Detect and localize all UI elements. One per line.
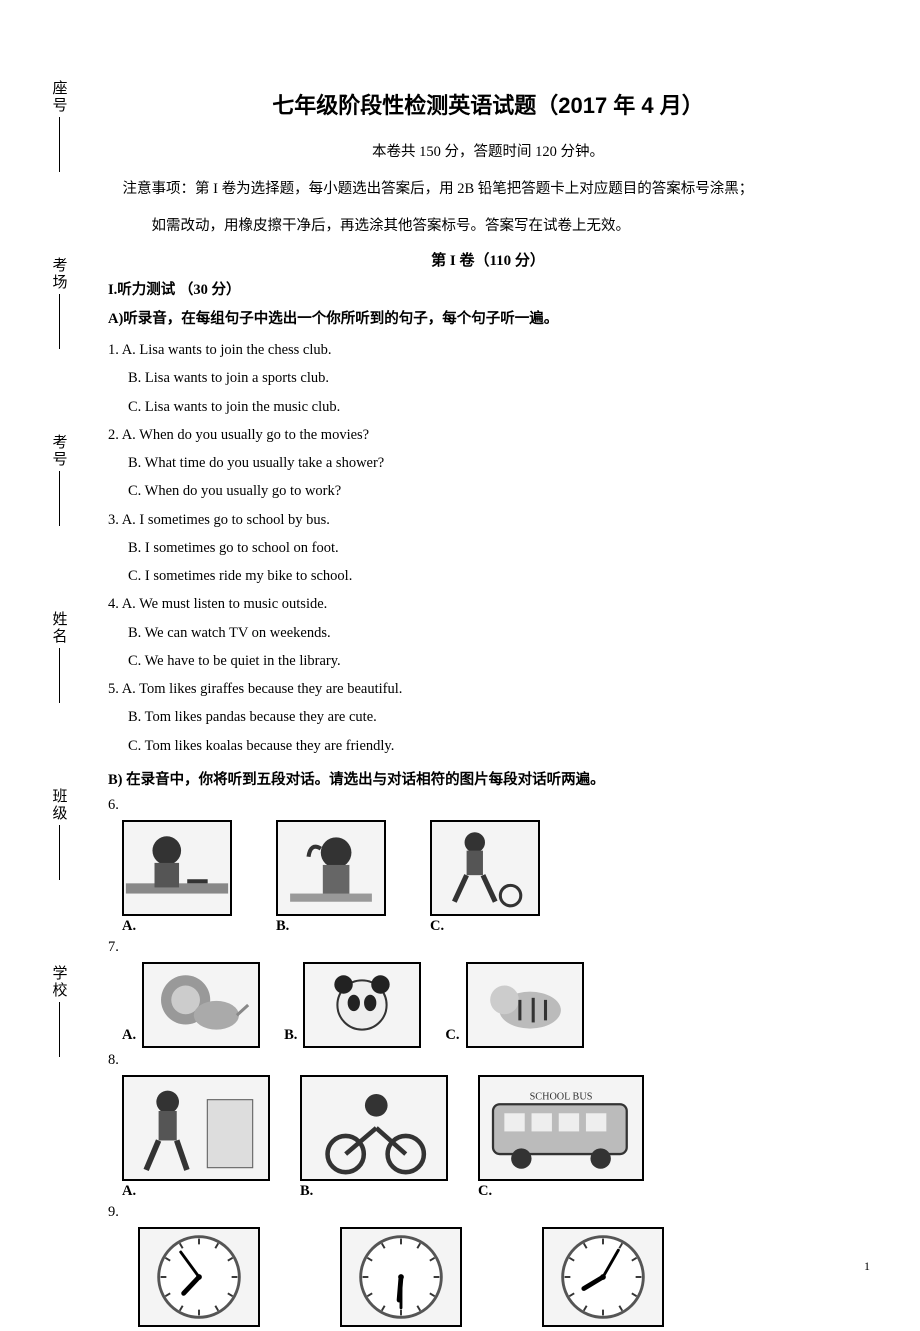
exam-subtitle: 本卷共 150 分，答题时间 120 分钟。 [108, 140, 868, 161]
opt-label: C. [430, 918, 444, 935]
side-underline [59, 825, 60, 880]
opt-c: C. Lisa wants to join the music club. [108, 393, 868, 421]
qnum: 4. [108, 596, 119, 612]
boy-at-desk-icon [122, 820, 232, 916]
clock-805-icon [542, 1227, 664, 1327]
side-underline [59, 471, 60, 526]
opt-a: A. Tom likes giraffes because they are b… [122, 681, 403, 697]
q8-images: A. B. SCHOOL BUS C. [122, 1075, 868, 1200]
boy-walking-icon [122, 1075, 270, 1181]
section-1-header: 第 I 卷（110 分） [108, 249, 868, 270]
side-underline [59, 648, 60, 703]
side-underline [59, 1002, 60, 1057]
side-seat: 座号 [49, 80, 70, 175]
q6-opt-c: C. [430, 820, 540, 935]
side-label: 考场 [49, 257, 70, 291]
opt-c: C. When do you usually go to work? [108, 477, 868, 505]
q6-images: A. B. C. [122, 820, 868, 935]
notice-line-1: 注意事项：第 I 卷为选择题，每小题选出答案后，用 2B 铅笔把答题卡上对应题目… [108, 175, 868, 204]
svg-text:SCHOOL BUS: SCHOOL BUS [530, 1092, 593, 1103]
opt-label: C. [445, 1027, 459, 1044]
opt-b: B. I sometimes go to school on foot. [108, 534, 868, 562]
question-7-num: 7. [108, 939, 868, 956]
part-a-header: A)听录音，在每组句子中选出一个你所听到的句子，每个句子听一遍。 [108, 307, 868, 328]
q6-opt-b: B. [276, 820, 386, 935]
opt-label: C. [478, 1183, 492, 1200]
opt-b: B. We can watch TV on weekends. [108, 619, 868, 647]
question-4: 4. A. We must listen to music outside. B… [108, 590, 868, 675]
opt-b: B. Lisa wants to join a sports club. [108, 364, 868, 392]
side-underline [59, 294, 60, 349]
boy-basketball-icon [430, 820, 540, 916]
opt-c: C. We have to be quiet in the library. [108, 647, 868, 675]
opt-a: A. We must listen to music outside. [122, 596, 328, 612]
side-examno: 考号 [49, 434, 70, 529]
opt-label: A. [122, 918, 136, 935]
part-b-header: B) 在录音中，你将听到五段对话。请选出与对话相符的图片每段对话听两遍。 [108, 768, 868, 789]
opt-c: C. Tom likes koalas because they are fri… [108, 732, 868, 760]
opt-label: A. [122, 1183, 136, 1200]
q9-images [138, 1227, 868, 1327]
side-label: 考号 [49, 434, 70, 468]
question-6-num: 6. [108, 797, 868, 814]
boy-bicycle-icon [300, 1075, 448, 1181]
opt-label: B. [276, 918, 289, 935]
clock-630-icon [340, 1227, 462, 1327]
question-9-num: 9. [108, 1204, 868, 1221]
lion-icon [142, 962, 260, 1048]
opt-label: B. [300, 1183, 313, 1200]
exam-info-sidebar: 座号 考场 考号 姓名 班级 学校 [44, 80, 74, 1060]
listening-header: I.听力测试 （30 分） [108, 278, 868, 299]
qnum: 3. [108, 512, 119, 528]
question-5: 5. A. Tom likes giraffes because they ar… [108, 675, 868, 760]
page-content: 七年级阶段性检测英语试题（2017 年 4 月） 本卷共 150 分，答题时间 … [108, 88, 868, 1331]
side-label: 座号 [49, 80, 70, 114]
q7-opt-b: B. [284, 962, 421, 1048]
side-school: 学校 [49, 965, 70, 1060]
side-underline [59, 117, 60, 172]
tiger-icon [466, 962, 584, 1048]
school-bus-icon: SCHOOL BUS [478, 1075, 644, 1181]
question-3: 3. A. I sometimes go to school by bus. B… [108, 506, 868, 591]
q7-images: A. B. C. [122, 962, 868, 1048]
qnum: 1. [108, 342, 119, 358]
panda-icon [303, 962, 421, 1048]
girl-on-phone-icon [276, 820, 386, 916]
q7-opt-a: A. [122, 962, 260, 1048]
side-label: 班级 [49, 788, 70, 822]
side-label: 学校 [49, 965, 70, 999]
q8-opt-a: A. [122, 1075, 270, 1200]
opt-a: A. Lisa wants to join the chess club. [122, 342, 332, 358]
opt-label: A. [122, 1027, 136, 1044]
opt-c: C. I sometimes ride my bike to school. [108, 562, 868, 590]
side-label: 姓名 [49, 611, 70, 645]
opt-a: A. I sometimes go to school by bus. [122, 512, 330, 528]
opt-a: A. When do you usually go to the movies? [122, 427, 369, 443]
q8-opt-c: SCHOOL BUS C. [478, 1075, 644, 1200]
q7-opt-c: C. [445, 962, 583, 1048]
side-class: 班级 [49, 788, 70, 883]
q6-opt-a: A. [122, 820, 232, 935]
opt-b: B. What time do you usually take a showe… [108, 449, 868, 477]
page-number: 1 [864, 1259, 870, 1274]
qnum: 2. [108, 427, 119, 443]
clock-740-icon [138, 1227, 260, 1327]
opt-label: B. [284, 1027, 297, 1044]
question-8-num: 8. [108, 1052, 868, 1069]
side-name: 姓名 [49, 611, 70, 706]
qnum: 5. [108, 681, 119, 697]
opt-b: B. Tom likes pandas because they are cut… [108, 703, 868, 731]
page-title: 七年级阶段性检测英语试题（2017 年 4 月） [108, 88, 868, 120]
question-1: 1. A. Lisa wants to join the chess club.… [108, 336, 868, 421]
side-room: 考场 [49, 257, 70, 352]
question-2: 2. A. When do you usually go to the movi… [108, 421, 868, 506]
notice-line-2: 如需改动，用橡皮擦干净后，再选涂其他答案标号。答案写在试卷上无效。 [108, 212, 868, 241]
q8-opt-b: B. [300, 1075, 448, 1200]
